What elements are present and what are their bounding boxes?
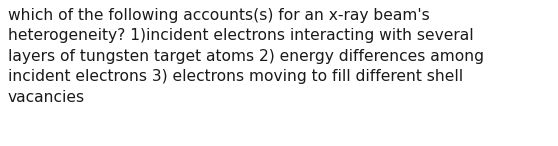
Text: which of the following accounts(s) for an x-ray beam's
heterogeneity? 1)incident: which of the following accounts(s) for a… — [8, 8, 484, 105]
